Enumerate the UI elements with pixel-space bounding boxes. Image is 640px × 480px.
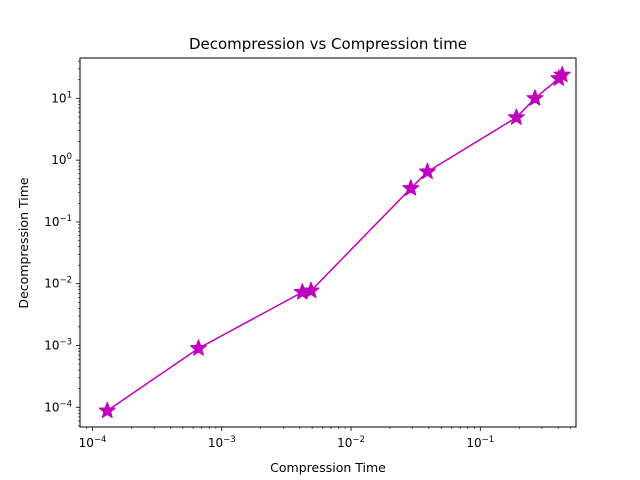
data-point-star xyxy=(553,65,571,83)
x-tick-mantissa: 10 xyxy=(79,436,94,450)
y-tick-label: 100 xyxy=(51,152,72,167)
series-layer xyxy=(98,65,571,419)
x-axis-title: Compression Time xyxy=(270,460,386,475)
y-tick-label: 101 xyxy=(51,90,72,105)
x-tick-exponent: −4 xyxy=(94,435,107,445)
x-tick-mantissa: 10 xyxy=(337,436,352,450)
y-tick-exponent: 1 xyxy=(67,90,72,100)
x-tick-exponent: −2 xyxy=(352,435,365,445)
x-tick-label: 10−4 xyxy=(79,435,107,450)
y-tick-mantissa: 10 xyxy=(51,153,66,167)
x-tick-exponent: −3 xyxy=(223,435,236,445)
plot-frame xyxy=(79,57,577,428)
y-axis-title: Decompression Time xyxy=(16,177,31,308)
x-tick-label: 10−2 xyxy=(337,435,365,450)
y-tick-label: 10−3 xyxy=(44,338,72,353)
y-tick-label: 10−2 xyxy=(44,276,72,291)
y-tick-mantissa: 10 xyxy=(44,277,59,291)
data-point-star xyxy=(402,179,420,196)
data-point-star xyxy=(98,401,116,419)
y-tick-exponent: −4 xyxy=(59,399,72,409)
y-tick-mantissa: 10 xyxy=(44,215,59,229)
data-point-star xyxy=(302,281,320,299)
data-point-star xyxy=(189,339,208,356)
y-tick-exponent: −1 xyxy=(59,214,72,224)
x-tick-mantissa: 10 xyxy=(466,436,481,450)
y-tick-label: 10−1 xyxy=(44,214,72,229)
y-tick-mantissa: 10 xyxy=(44,400,59,414)
chart-title: Decompression vs Compression time xyxy=(189,35,467,53)
y-tick-mantissa: 10 xyxy=(51,91,66,105)
x-tick-exponent: −1 xyxy=(482,435,495,445)
x-tick-label: 10−3 xyxy=(208,435,236,450)
data-point-star xyxy=(507,108,525,125)
y-tick-exponent: −2 xyxy=(59,276,72,286)
x-tick-mantissa: 10 xyxy=(208,436,223,450)
y-tick-exponent: −3 xyxy=(59,338,72,348)
x-tick-label: 10−1 xyxy=(466,435,494,450)
y-tick-exponent: 0 xyxy=(67,152,72,162)
data-point-star xyxy=(526,89,544,106)
series-line xyxy=(106,74,563,412)
y-tick-mantissa: 10 xyxy=(44,339,59,353)
data-point-star xyxy=(418,162,437,180)
y-tick-label: 10−4 xyxy=(44,399,72,414)
